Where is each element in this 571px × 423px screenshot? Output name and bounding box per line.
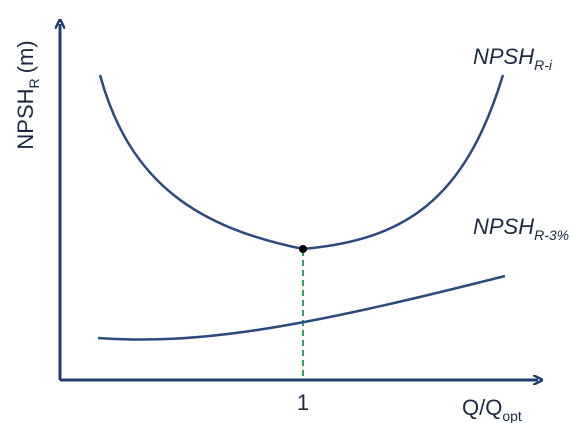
npsh-ri-curve xyxy=(98,74,505,251)
x-axis-label: Q/Qopt xyxy=(462,395,522,423)
x-label-main: Q/Q xyxy=(462,395,502,420)
npsh-r3-curve xyxy=(97,274,506,341)
curve-label-sub: R-i xyxy=(534,57,553,73)
x-tick-label: 1 xyxy=(297,390,309,415)
curve-label-sub: R-3% xyxy=(534,227,569,243)
curve-label: NPSHR-i xyxy=(473,44,553,73)
y-label-main: NPSH xyxy=(13,88,38,149)
y-axis-label: NPSHR (m) xyxy=(13,40,42,149)
curve-label-main: NPSH xyxy=(473,214,534,239)
y-label-unit: (m) xyxy=(13,40,38,73)
y-label-sub: R xyxy=(26,78,42,88)
curve-label: NPSHR-3% xyxy=(473,214,569,243)
curve-label-main: NPSH xyxy=(473,44,534,69)
x-label-sub: opt xyxy=(502,408,522,423)
optimum-point xyxy=(299,245,307,253)
